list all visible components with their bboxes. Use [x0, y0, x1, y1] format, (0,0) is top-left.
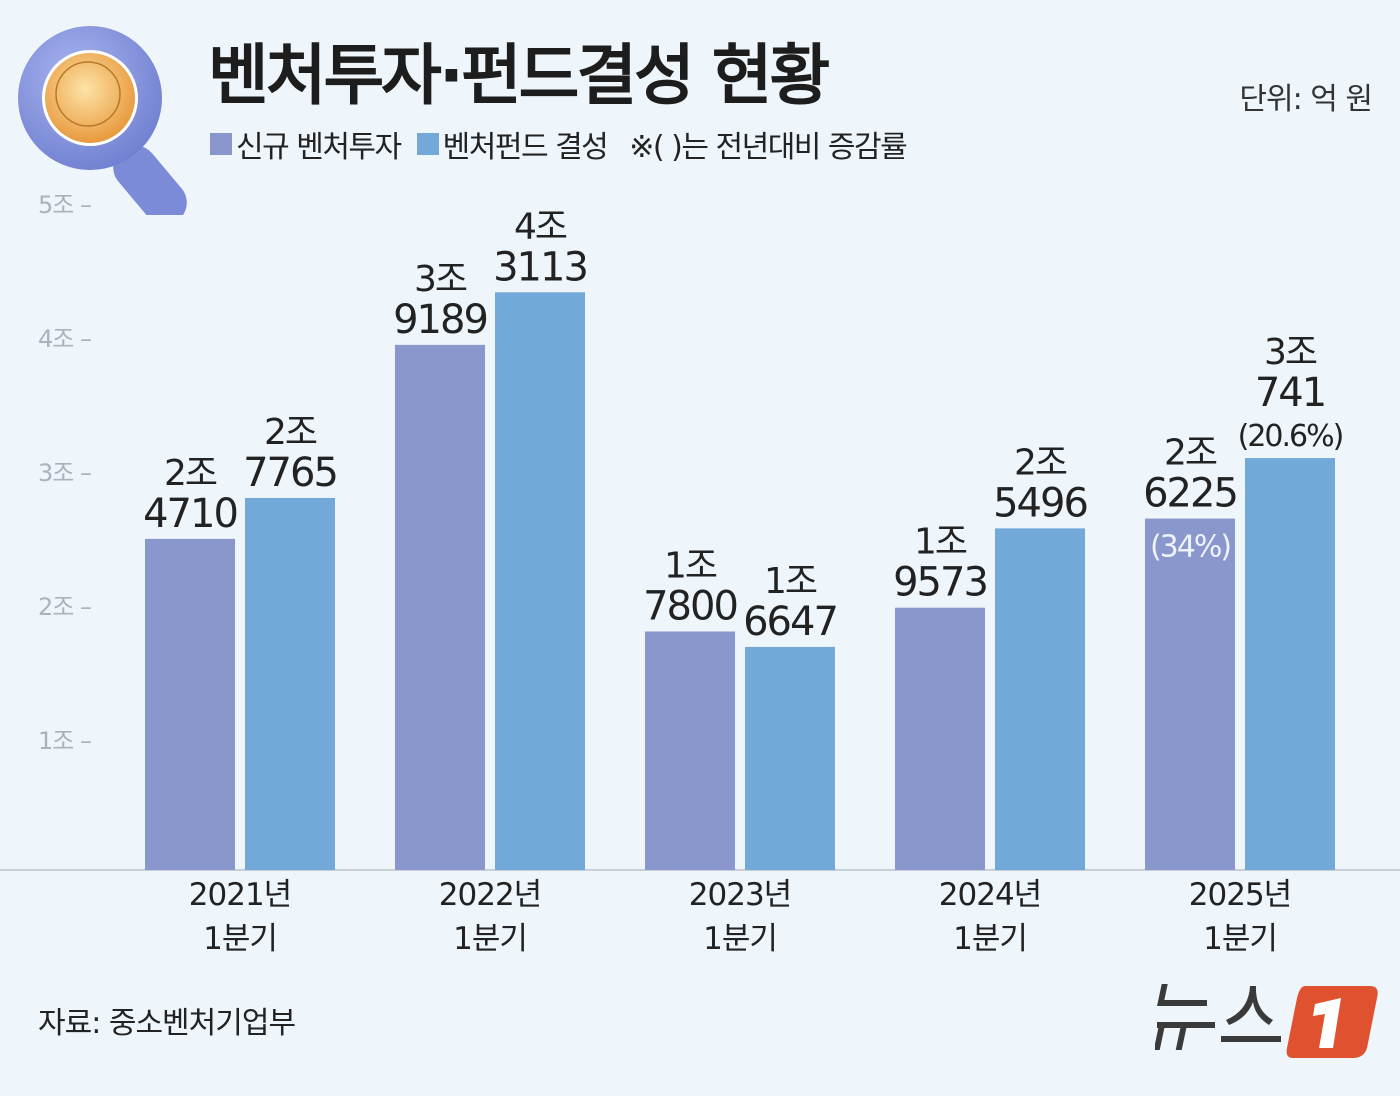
bar-new-investment	[395, 344, 485, 870]
y-tick-label: 3조 –	[38, 459, 92, 487]
bar-fund-formation	[745, 646, 835, 870]
source-label: 자료: 중소벤처기업부	[38, 1006, 296, 1041]
legend-label-series1: 신규 벤처투자	[236, 130, 402, 165]
y-tick-label: 1조 –	[38, 727, 92, 755]
bar-value-trillion-label: 2조	[264, 412, 317, 453]
x-category-quarter: 1분기	[703, 921, 778, 957]
legend-swatch-series2	[416, 133, 439, 155]
bar-new-investment	[645, 631, 735, 870]
bar-value-trillion-label: 1조	[764, 561, 817, 602]
x-category-label: 2025년 1분기	[1140, 873, 1340, 961]
bar-fund-formation	[1245, 458, 1335, 870]
bar-value-label: 9573	[893, 560, 987, 606]
bar-fund-formation	[995, 528, 1085, 870]
change-rate-label: (34%)	[1150, 530, 1230, 565]
x-category-label: 2022년 1분기	[390, 873, 590, 961]
x-category-year: 2021년	[188, 877, 292, 913]
legend-swatch-series1	[210, 133, 232, 155]
bar-value-label: 6647	[743, 599, 837, 645]
x-category-quarter: 1분기	[953, 921, 1028, 957]
bar-value-trillion-label: 2조	[1164, 433, 1217, 474]
bar-fund-formation	[245, 497, 335, 870]
x-category-year: 2023년	[688, 877, 792, 913]
legend-label-series2: 벤처펀드 결성	[442, 130, 609, 165]
legend-note: ※( )는 전년대비 증감률	[629, 130, 907, 165]
bar-value-label: 741	[1255, 370, 1325, 416]
bar-value-trillion-label: 1조	[664, 545, 717, 586]
y-tick-label: 5조 –	[38, 191, 92, 219]
bar-value-label: 4710	[143, 491, 237, 537]
bar-value-label: 7765	[243, 450, 337, 496]
legend: 신규 벤처투자 벤처펀드 결성 ※( )는 전년대비 증감률	[210, 122, 908, 166]
bar-new-investment	[1145, 518, 1235, 870]
x-category-year: 2025년	[1188, 877, 1292, 913]
bar-value-trillion-label: 3조	[414, 259, 467, 300]
bar-value-label: 3113	[493, 244, 587, 290]
chart-title: 벤처투자·펀드결성 현황	[208, 37, 830, 114]
bar-new-investment	[145, 538, 235, 870]
x-category-year: 2022년	[438, 877, 542, 913]
bar-new-investment	[895, 607, 985, 870]
bar-value-trillion-label: 4조	[514, 206, 567, 247]
unit-label: 단위: 억 원	[1239, 82, 1373, 117]
x-category-label: 2023년 1분기	[640, 873, 840, 961]
x-category-label: 2024년 1분기	[890, 873, 1090, 961]
bar-value-trillion-label: 2조	[164, 453, 217, 494]
x-category-label: 2021년 1분기	[140, 873, 340, 961]
x-category-quarter: 1분기	[1203, 921, 1278, 957]
bar-value-label: 5496	[993, 480, 1087, 526]
x-category-year: 2024년	[938, 877, 1042, 913]
bar-fund-formation	[495, 292, 585, 871]
bar-value-label: 9189	[393, 297, 487, 343]
y-tick-label: 4조 –	[38, 325, 92, 353]
x-category-quarter: 1분기	[453, 921, 528, 957]
news1-logo	[1155, 984, 1378, 1058]
change-rate-label: (20.6%)	[1238, 419, 1343, 454]
y-tick-label: 2조 –	[38, 593, 92, 621]
bar-value-trillion-label: 2조	[1014, 442, 1067, 483]
magnifier-coin-icon	[18, 26, 187, 215]
x-category-quarter: 1분기	[203, 921, 278, 957]
bar-value-label: 7800	[643, 583, 737, 629]
bar-value-trillion-label: 1조	[914, 522, 967, 563]
bar-value-label: 6225	[1143, 471, 1237, 517]
bar-value-trillion-label: 3조	[1264, 332, 1317, 373]
